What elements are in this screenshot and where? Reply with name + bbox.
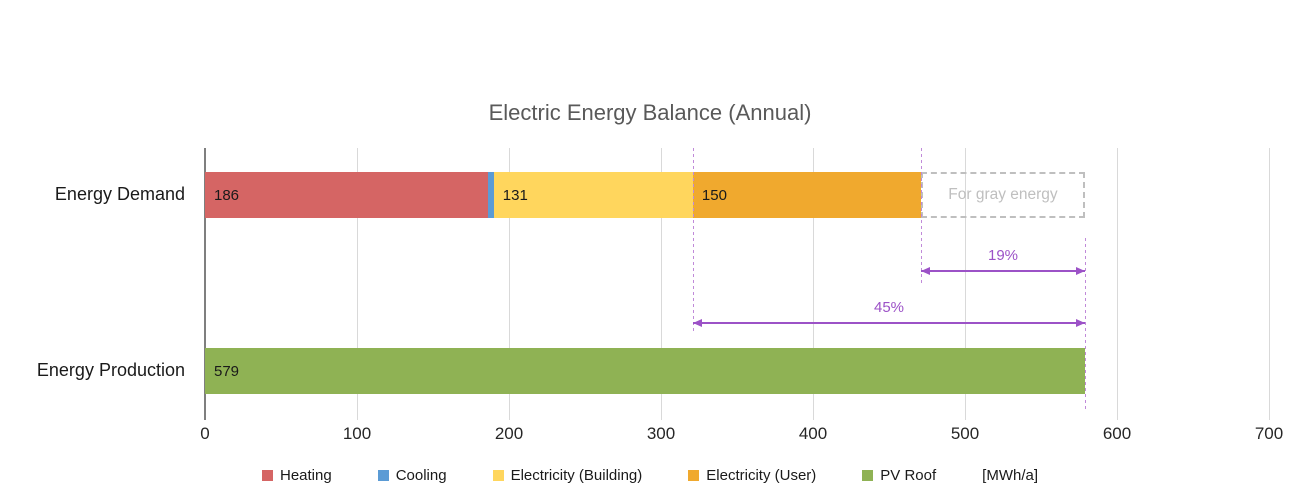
ghost-segment-label: For gray energy [948, 186, 1058, 203]
legend-swatch-icon [377, 470, 389, 481]
x-tick-label: 400 [798, 424, 828, 443]
gridline [813, 148, 814, 415]
axis-tick [1117, 415, 1118, 420]
x-tick-label: 500 [950, 424, 980, 443]
gridline [509, 148, 510, 415]
gridline [1117, 148, 1118, 415]
arrow-head-right-icon [1076, 267, 1086, 275]
gridline [661, 148, 662, 415]
category-label-energy-demand: Energy Demand [54, 184, 185, 204]
legend-swatch-icon [261, 470, 273, 481]
legend-item-heating: Heating [261, 467, 332, 484]
category-label-energy-production: Energy Production [36, 360, 185, 380]
bar-value-label: 579 [214, 362, 240, 380]
x-tick-label: 600 [1102, 424, 1132, 443]
legend-item-mwh-a: [MWh/a] [982, 467, 1038, 484]
guide-line [1085, 238, 1087, 412]
x-tick-label: 0 [200, 424, 210, 443]
axis-tick [661, 415, 662, 420]
arrow-head-right-icon [1076, 319, 1086, 327]
arrow-head-left-icon [920, 267, 930, 275]
bar-segment-electricity-user: 150 [692, 172, 921, 218]
gridline [965, 148, 966, 415]
legend-item-pv-roof: PV Roof [862, 467, 936, 484]
legend-label: Heating [279, 467, 332, 484]
legend-item-cooling: Cooling [377, 467, 447, 484]
gridline [1269, 148, 1270, 415]
legend-label: Electricity (User) [706, 467, 817, 484]
legend-swatch-icon [862, 470, 874, 481]
axis-tick [509, 415, 510, 420]
x-tick-label: 200 [494, 424, 524, 443]
x-tick-label: 100 [342, 424, 372, 443]
legend-label: Cooling [395, 467, 447, 484]
x-tick-label: 300 [646, 424, 676, 443]
legend: Heating Cooling Electricity (Building) Elec… [0, 467, 1300, 484]
percent-label: 19% [987, 247, 1019, 264]
y-axis-line [204, 148, 206, 420]
legend-swatch-icon [492, 470, 504, 481]
percent-label: 45% [873, 299, 905, 316]
legend-item-electricity-user: Electricity (User) [688, 467, 816, 484]
x-tick-label: 700 [1254, 424, 1284, 443]
percent-arrow [692, 319, 1086, 327]
bar-segment-pv-roof: 579 [205, 348, 1086, 394]
legend-label: PV Roof [880, 467, 937, 484]
bar-segment-cooling [487, 172, 494, 218]
axis-tick [357, 415, 358, 420]
gridline [357, 148, 358, 415]
arrow-head-left-icon [692, 319, 702, 327]
percent-arrow [920, 267, 1086, 275]
guide-line [920, 148, 922, 285]
bar-value-label: 186 [214, 186, 240, 204]
legend-label: Electricity (Building) [510, 467, 643, 484]
bar-value-label: 150 [701, 186, 727, 204]
axis-tick [813, 415, 814, 420]
legend-swatch-icon [688, 470, 700, 481]
bar-segment-electricity-building: 131 [493, 172, 693, 218]
chart-title: Electric Energy Balance (Annual) [488, 100, 812, 125]
axis-tick [1269, 415, 1270, 420]
legend-item-electricity-building: Electricity (Building) [492, 467, 643, 484]
bar-value-label: 131 [502, 186, 528, 204]
bar-segment-heating: 186 [205, 172, 488, 218]
ghost-segment-gray-energy: For gray energy [920, 172, 1086, 218]
legend-label: [MWh/a] [982, 467, 1039, 484]
guide-line [692, 148, 694, 333]
axis-tick [965, 415, 966, 420]
